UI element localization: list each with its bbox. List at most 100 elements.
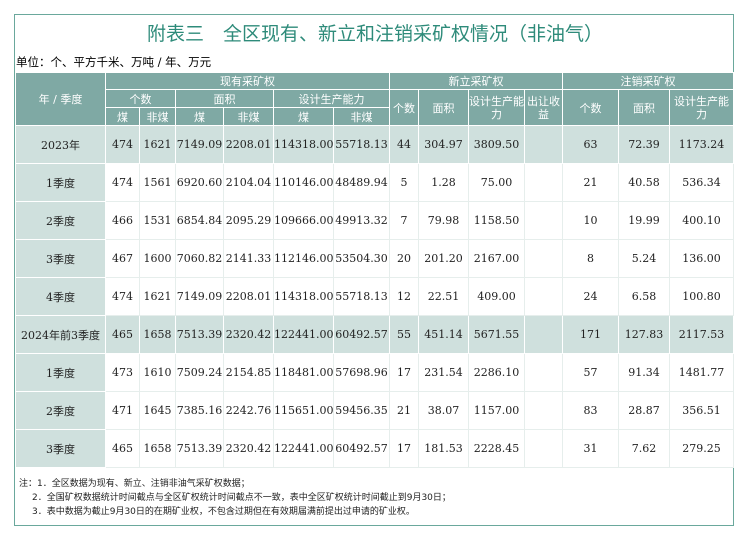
table-cell: 59456.35 (332, 391, 391, 430)
table-cell: 72.39 (618, 125, 671, 164)
table-cell: 122441.00 (273, 429, 334, 468)
table-cell: 6854.84 (175, 201, 224, 240)
table-cell: 465 (105, 315, 140, 354)
header-new-capacity: 设计生产能力 (468, 89, 526, 126)
row-label: 2024年前3季度 (15, 315, 106, 354)
table-cell: 2154.85 (223, 353, 274, 392)
table-cell: 181.53 (418, 429, 470, 468)
table-cell: 356.51 (669, 391, 735, 430)
table-cell: 466 (105, 201, 140, 240)
table-cell: 1173.24 (669, 125, 735, 164)
table-cell: 1645 (139, 391, 176, 430)
table-cell: 7513.39 (175, 315, 224, 354)
table-cell: 12 (389, 277, 420, 316)
table-cell: 55 (389, 315, 420, 354)
table-cell: 63 (562, 125, 620, 164)
table-cell: 2242.76 (223, 391, 274, 430)
table-cell: 6.58 (618, 277, 671, 316)
row-label: 3季度 (15, 429, 106, 468)
table-cell: 171 (562, 315, 620, 354)
unit-label: 单位：个、平方千米、万吨 / 年、万元 (16, 55, 212, 69)
header-new-count: 个数 (389, 89, 420, 126)
table-cell: 7513.39 (175, 429, 224, 468)
table-cell: 1621 (139, 125, 176, 164)
header-new: 新立采矿权 (389, 72, 564, 90)
table-cell: 400.10 (669, 201, 735, 240)
table-cell: 465 (105, 429, 140, 468)
table-cell: 7149.09 (175, 277, 224, 316)
table-cell: 1610 (139, 353, 176, 392)
table-cell: 201.20 (418, 239, 470, 278)
table-cell (524, 201, 564, 240)
table-cell: 451.14 (418, 315, 470, 354)
header-coal: 煤 (175, 107, 224, 126)
table-cell: 83 (562, 391, 620, 430)
table-cell: 21 (389, 391, 420, 430)
header-cancelled: 注销采矿权 (562, 72, 735, 90)
footnote: 注：1．全区数据为现有、新立、注销非油气采矿权数据； (19, 479, 250, 489)
table-cell (524, 277, 564, 316)
table-row: 2024年前3季度 465 1658 7513.39 2320.42 122441.00 6… (15, 315, 735, 354)
table-cell: 110146.00 (273, 163, 334, 202)
table-cell: 2141.33 (223, 239, 274, 278)
table-cell: 2228.45 (468, 429, 526, 468)
table-cell (524, 163, 564, 202)
table-cell: 48489.94 (332, 163, 391, 202)
table-cell: 3809.50 (468, 125, 526, 164)
header-new-area: 面积 (418, 89, 470, 126)
table-cell: 38.07 (418, 391, 470, 430)
table-cell: 57 (562, 353, 620, 392)
footnote: 3．表中数据为截止9月30日的在期矿业权，不包含过期但在有效期届满前提出过申请的… (32, 507, 415, 517)
table-cell: 91.34 (618, 353, 671, 392)
page-title: 附表三 全区现有、新立和注销采矿权情况（非油气） (146, 23, 603, 45)
table-cell: 1600 (139, 239, 176, 278)
header-period: 年 / 季度 (15, 72, 106, 126)
row-label: 2季度 (15, 201, 106, 240)
table-cell: 53504.30 (332, 239, 391, 278)
table-cell: 8 (562, 239, 620, 278)
row-label: 3季度 (15, 239, 106, 278)
table-cell: 5671.55 (468, 315, 526, 354)
table-row: 1季度 474 1561 6920.60 2104.04 110146.00 48489.9… (15, 163, 735, 202)
table-cell: 2320.42 (223, 429, 274, 468)
table-cell: 2117.53 (669, 315, 735, 354)
table-cell: 1157.00 (468, 391, 526, 430)
mining-rights-table: 年 / 季度 现有采矿权 新立采矿权 注销采矿权 个数 面积 设计生产能力 个数… (15, 72, 735, 468)
header-existing-capacity: 设计生产能力 (272, 89, 391, 108)
table-cell: 21 (562, 163, 620, 202)
table-cell: 536.34 (669, 163, 735, 202)
table-cell: 127.83 (618, 315, 671, 354)
table-cell: 2208.01 (223, 277, 274, 316)
table-cell: 79.98 (418, 201, 470, 240)
table-cell: 100.80 (669, 277, 735, 316)
row-label: 1季度 (15, 353, 106, 392)
header-existing-area: 面积 (175, 89, 274, 108)
table-cell: 473 (105, 353, 140, 392)
table-cell: 474 (105, 277, 140, 316)
table-cell: 17 (389, 429, 420, 468)
table-cell (524, 315, 564, 354)
table-cell: 1481.77 (669, 353, 735, 392)
header-noncoal: 非煤 (223, 107, 274, 126)
table-row: 1季度 473 1610 7509.24 2154.85 118481.00 57698.9… (15, 353, 735, 392)
table-cell: 474 (105, 163, 140, 202)
table-cell: 1658 (139, 429, 176, 468)
table-cell: 20 (389, 239, 420, 278)
table-cell: 109666.00 (273, 201, 334, 240)
table-row: 4季度 474 1621 7149.09 2208.01 114318.00 55718.1… (15, 277, 735, 316)
table-cell: 2320.42 (223, 315, 274, 354)
table-cell (524, 239, 564, 278)
table-row: 2023年 474 1621 7149.09 2208.01 114318.00 55718… (15, 125, 735, 164)
table-cell: 60492.57 (332, 429, 391, 468)
table-cell: 136.00 (669, 239, 735, 278)
table-cell: 1.28 (418, 163, 470, 202)
table-cell: 118481.00 (273, 353, 334, 392)
table-cell: 1561 (139, 163, 176, 202)
table-cell: 60492.57 (332, 315, 391, 354)
table-cell: 304.97 (418, 125, 470, 164)
table-cell: 114318.00 (273, 125, 334, 164)
table-cell: 122441.00 (273, 315, 334, 354)
row-label: 1季度 (15, 163, 106, 202)
footnote: 2．全国矿权数据统计时间截点与全区矿权统计时间截点不一致，表中全区矿权统计时间截… (32, 493, 451, 503)
table-cell: 24 (562, 277, 620, 316)
